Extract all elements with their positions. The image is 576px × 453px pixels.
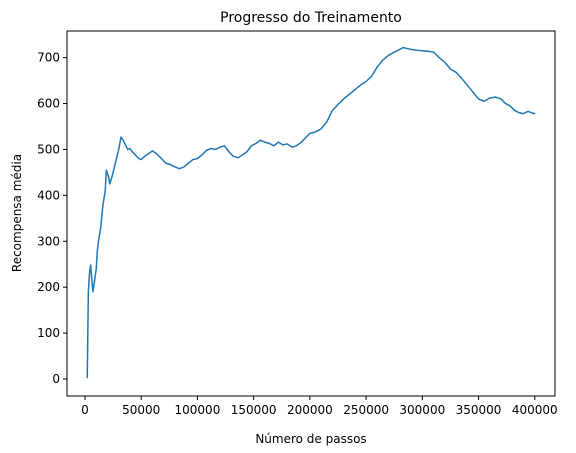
x-tick-label: 50000 — [122, 403, 160, 417]
x-tick-label: 350000 — [456, 403, 502, 417]
x-tick-label: 250000 — [343, 403, 389, 417]
plot-area — [86, 46, 536, 379]
y-tick-label: 100 — [37, 326, 60, 340]
axes-frame — [66, 30, 556, 397]
x-axis-title: Número de passos — [255, 432, 366, 446]
y-tick-label: 500 — [37, 142, 60, 156]
chart-title: Progresso do Treinamento — [220, 10, 402, 26]
y-tick-label: 200 — [37, 280, 60, 294]
y-tick-label: 300 — [37, 234, 60, 248]
x-axis: 0 50000 100000 150000 200000 250000 300000 3500… — [81, 396, 558, 417]
y-tick-label: 700 — [37, 51, 60, 65]
x-tick-label: 150000 — [231, 403, 277, 417]
x-tick-label: 300000 — [399, 403, 445, 417]
x-tick-label: 100000 — [175, 403, 221, 417]
y-tick-label: 400 — [37, 188, 60, 202]
series-line-0 — [86, 46, 536, 379]
y-axis: 0 100 200 300 400 500 600 700 — [37, 51, 67, 386]
x-tick-label: 0 — [81, 403, 89, 417]
x-tick-label: 400000 — [512, 403, 558, 417]
y-axis-title: Recompensa média — [10, 154, 24, 272]
y-tick-label: 600 — [37, 97, 60, 111]
x-tick-label: 200000 — [287, 403, 333, 417]
y-tick-label: 0 — [52, 372, 60, 386]
